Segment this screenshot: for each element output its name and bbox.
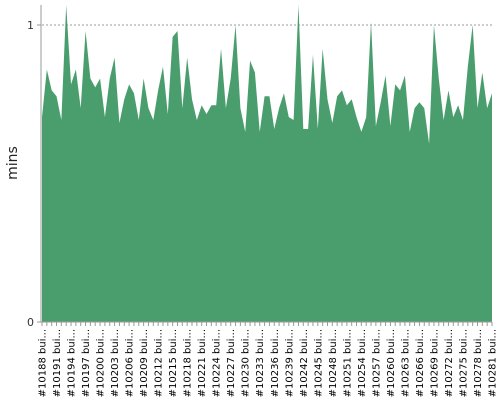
x-tick-label: #10242 bui... <box>299 329 310 397</box>
series-area <box>42 5 492 322</box>
x-tick-label: #10248 bui... <box>328 329 339 397</box>
x-tick-label: #10209 bui... <box>139 329 150 397</box>
x-tick-label: #10260 bui... <box>386 329 397 397</box>
y-axis-label: mins <box>5 146 21 180</box>
x-tick-label: #10218 bui... <box>183 329 194 397</box>
x-tick-label: #10206 bui... <box>125 329 136 397</box>
x-tick-label: #10212 bui... <box>154 329 165 397</box>
x-tick-label: #10197 bui... <box>81 329 92 397</box>
x-tick-label: #10215 bui... <box>168 329 179 397</box>
x-tick-label: #10251 bui... <box>342 329 353 397</box>
x-tick-label: #10221 bui... <box>197 329 208 397</box>
x-tick-label: #10278 bui... <box>473 329 484 397</box>
x-tick-label: #10191 bui... <box>52 329 63 397</box>
x-tick-label: #10203 bui... <box>110 329 121 397</box>
x-tick-label: #10266 bui... <box>415 329 426 397</box>
x-tick-label: #10275 bui... <box>458 329 469 397</box>
y-ticks: 01 <box>27 19 41 329</box>
y-tick-label: 0 <box>27 316 34 329</box>
x-tick-label: #10269 bui... <box>429 329 440 397</box>
x-ticks: #10188 bui... #10191 bui... #10194 bui... #… <box>38 322 499 397</box>
x-tick-label: #10236 bui... <box>270 329 281 397</box>
x-tick-label: #10281 bui... <box>488 329 499 397</box>
x-tick-label: #10233 bui... <box>255 329 266 397</box>
x-tick-label: #10257 bui... <box>371 329 382 397</box>
x-tick-label: #10224 bui... <box>212 329 223 397</box>
y-tick-label: 1 <box>27 19 34 32</box>
x-tick-label: #10245 bui... <box>313 329 324 397</box>
x-tick-label: #10194 bui... <box>67 329 78 397</box>
plot-area <box>40 5 492 323</box>
x-tick-label: #10263 bui... <box>400 329 411 397</box>
x-tick-label: #10227 bui... <box>226 329 237 397</box>
x-tick-label: #10200 bui... <box>96 329 107 397</box>
x-tick-label: #10239 bui... <box>284 329 295 397</box>
x-tick-label: #10254 bui... <box>357 329 368 397</box>
x-tick-label: #10272 bui... <box>444 329 455 397</box>
x-tick-label: #10188 bui... <box>38 329 49 397</box>
x-tick-label: #10230 bui... <box>241 329 252 397</box>
